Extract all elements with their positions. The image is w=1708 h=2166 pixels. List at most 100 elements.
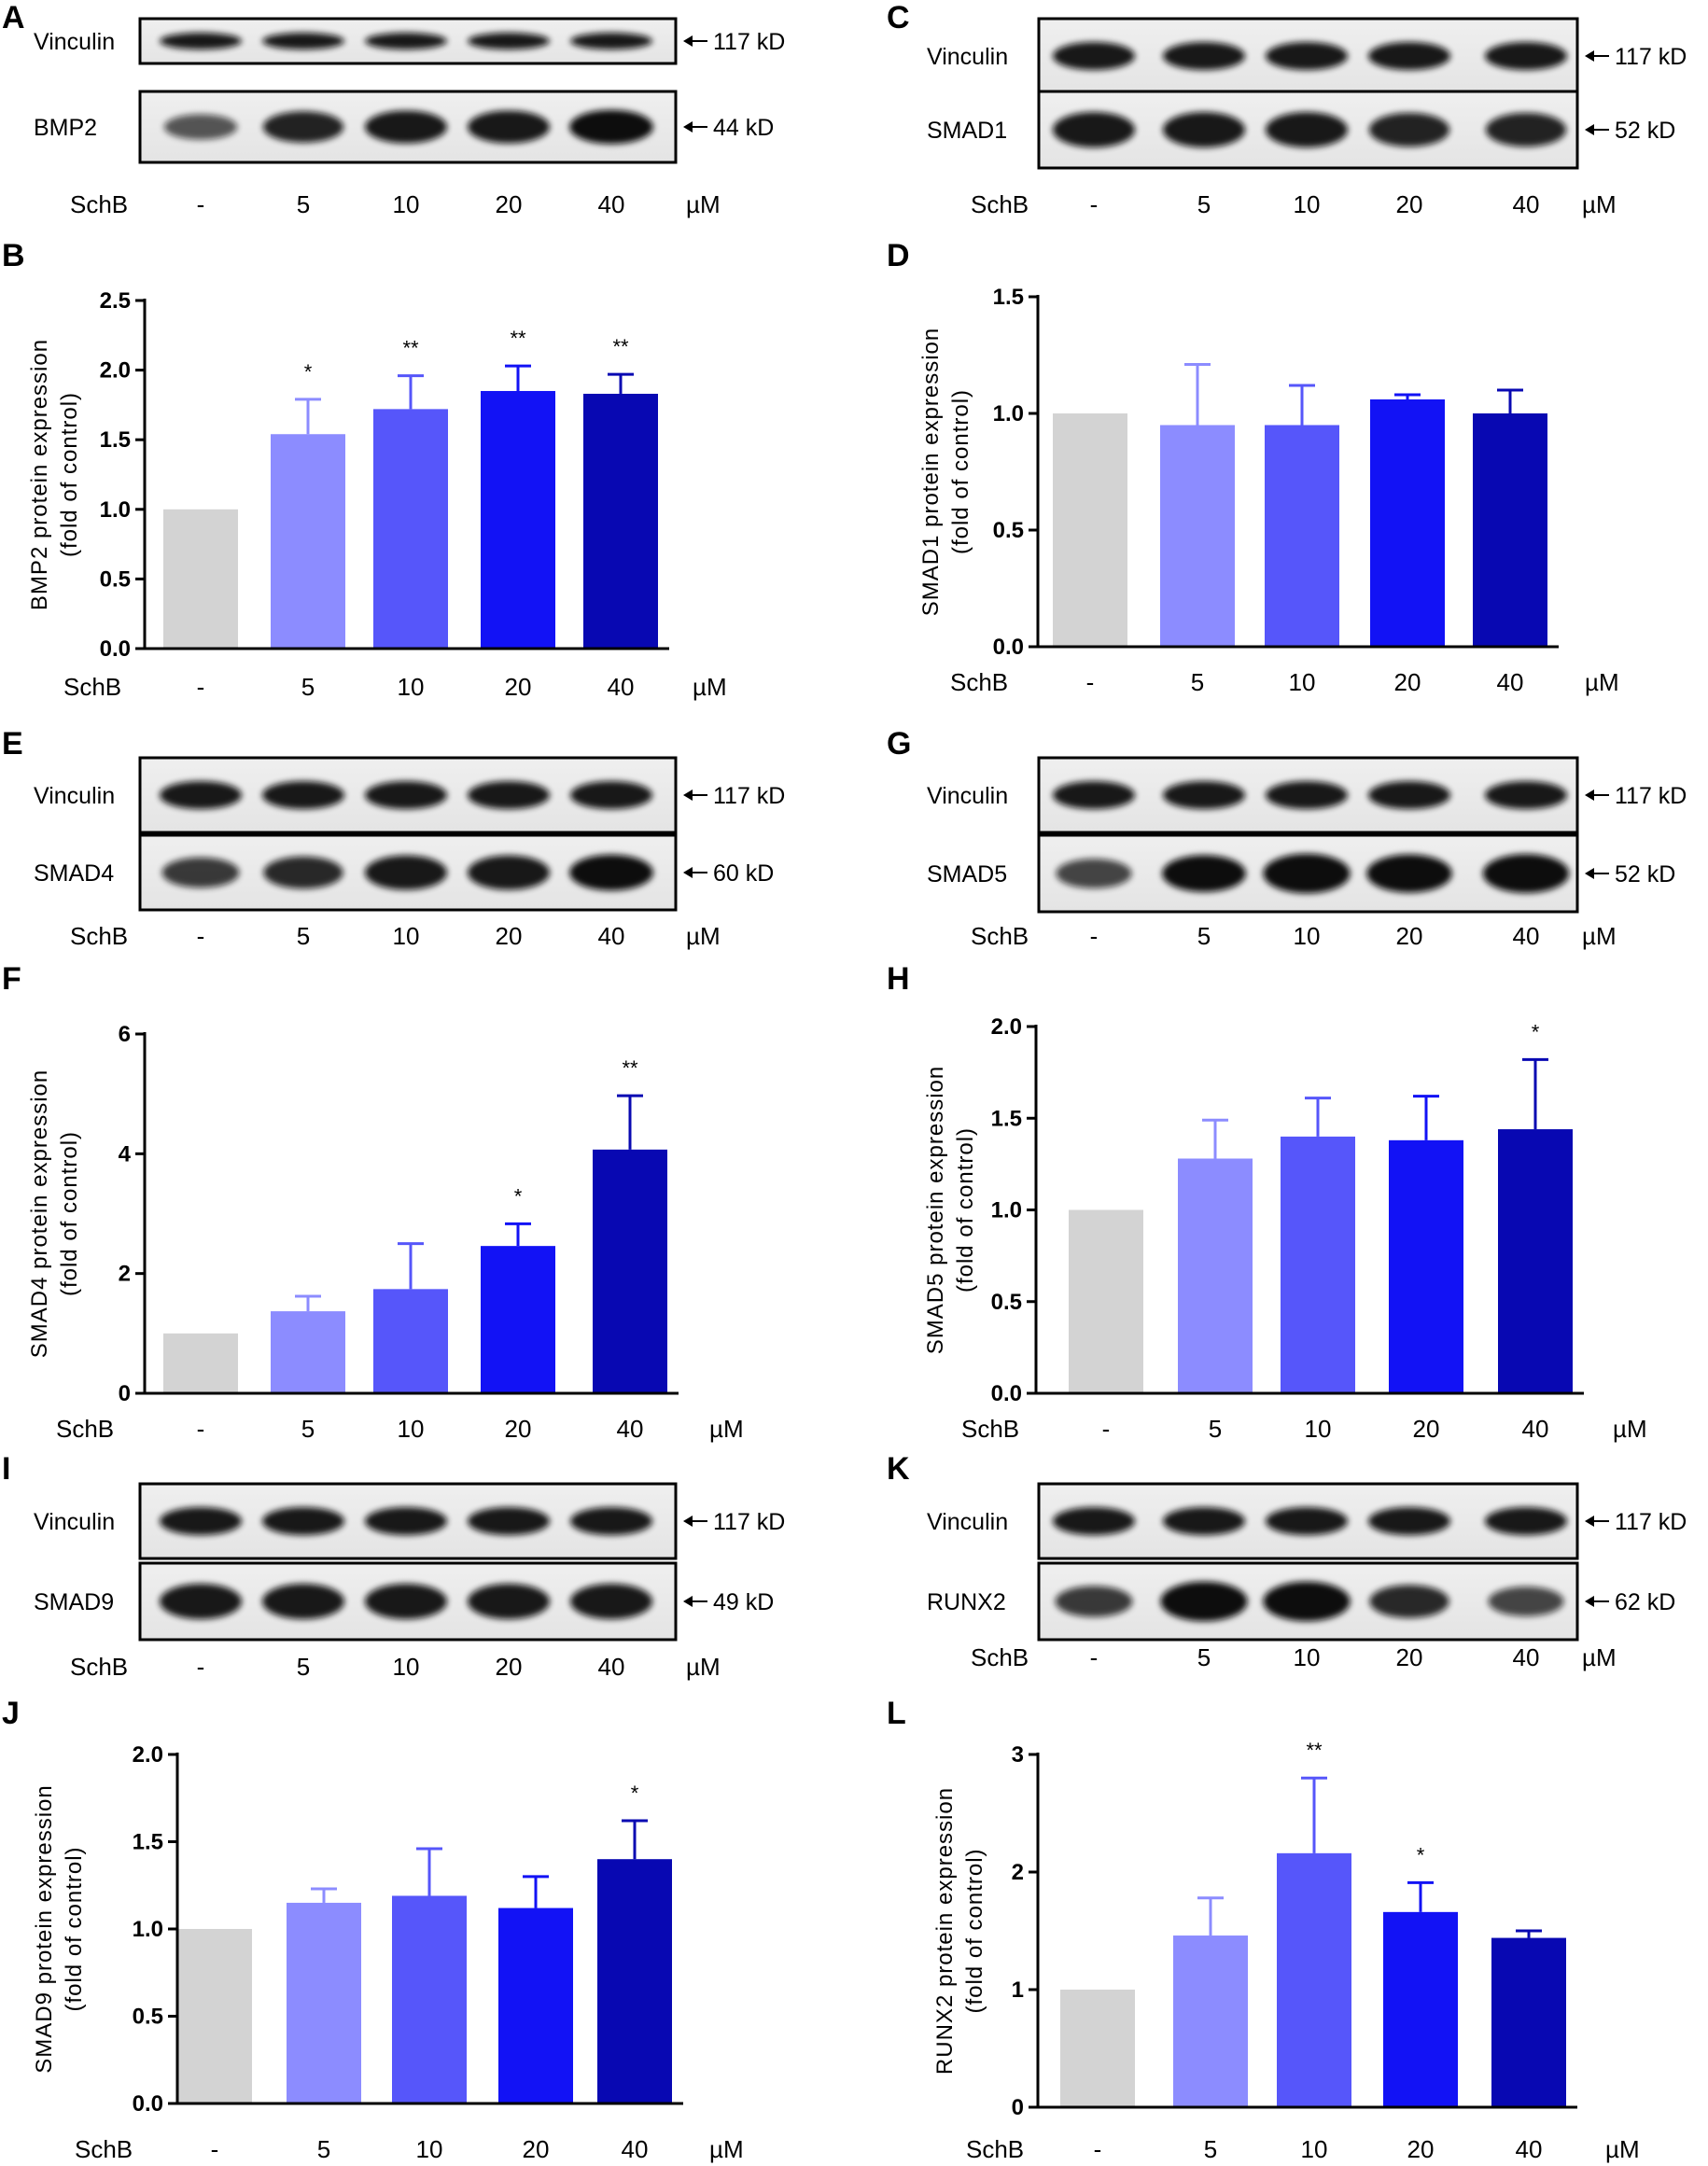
lane-label: - [197, 922, 205, 950]
bars: * [1069, 1020, 1573, 1393]
protein-band [1485, 112, 1567, 147]
schb-label: SchB [950, 668, 1008, 696]
y-tick-label: 0.5 [991, 1290, 1022, 1315]
protein-band [569, 109, 653, 145]
blot-panel-k: K Vinculin 117 kD RUNX2 62 kD SchB - 5 10 20 40 µM [887, 1451, 1687, 1671]
lane-labels: SchB - 5 10 20 40 µM [971, 1643, 1617, 1671]
protein-band [1488, 1586, 1564, 1616]
schb-label: SchB [70, 1653, 128, 1681]
y-axis-label: RUNX2 protein expression [932, 1787, 958, 2075]
y-tick-label: 1.5 [100, 427, 131, 453]
y-tick-label: 2.5 [100, 288, 131, 314]
category-label: 5 [1204, 2135, 1217, 2163]
x-axis-labels: SchB - 5 10 20 40 µM [950, 668, 1619, 696]
molecular-weight-label: 117 kD [1615, 783, 1687, 809]
panel-letter: H [887, 961, 910, 997]
significance-marker: * [304, 360, 313, 384]
panel-letter: F [2, 961, 21, 997]
y-tick-label: 2 [1012, 1860, 1024, 1885]
protein-band [570, 781, 652, 809]
arrowhead-icon [1585, 1516, 1594, 1527]
category-label: 20 [505, 1415, 532, 1443]
protein-label: RUNX2 [927, 1589, 1006, 1615]
protein-band [1266, 112, 1348, 147]
protein-band [1263, 853, 1351, 894]
y-axis: 0.0 0.5 1.0 1.5 2.0 [991, 1014, 1584, 1406]
bar [1265, 425, 1339, 647]
y-tick-label: 0 [1012, 2095, 1024, 2120]
y-axis: 0 2 4 6 [119, 1022, 679, 1406]
bars: *** [1060, 1739, 1566, 2107]
protein-label: Vinculin [927, 783, 1008, 809]
unit-label: µM [709, 2135, 744, 2163]
category-label: 20 [1394, 668, 1421, 696]
protein-band [468, 33, 550, 49]
bar [373, 1289, 448, 1393]
bars: *** [163, 1056, 667, 1393]
blot-panel-c: C Vinculin 117 kD SMAD1 52 kD SchB - 5 10 20 40 µM [887, 0, 1687, 218]
y-tick-label: 0.5 [993, 518, 1024, 543]
protein-band [365, 1507, 447, 1535]
schb-label: SchB [971, 1643, 1029, 1671]
category-label: 5 [301, 673, 315, 701]
bar [1069, 1209, 1143, 1393]
arrowhead-icon [1585, 50, 1594, 62]
protein-band [1053, 781, 1135, 809]
protein-band [262, 781, 344, 809]
y-tick-label: 1.5 [133, 1830, 163, 1855]
schb-label: SchB [56, 1415, 114, 1443]
protein-band [1163, 112, 1245, 147]
y-tick-label: 1.0 [133, 1917, 163, 1942]
lane-label: 40 [1513, 1643, 1540, 1671]
x-axis-labels: SchB - 5 10 20 40 µM [63, 673, 727, 701]
category-label: 20 [505, 673, 532, 701]
lane-label: 10 [393, 922, 420, 950]
significance-marker: * [514, 1184, 523, 1208]
protein-label: Vinculin [927, 1509, 1008, 1535]
protein-label: Vinculin [34, 29, 115, 55]
unit-label: µM [1605, 2135, 1640, 2163]
protein-band [1263, 1581, 1351, 1622]
y-axis: 0.0 0.5 1.0 1.5 [993, 285, 1559, 660]
arrowhead-icon [683, 1596, 693, 1607]
category-label: - [197, 1415, 205, 1443]
molecular-weight-label: 117 kD [713, 783, 785, 809]
protein-band [163, 114, 238, 140]
bars: * [177, 1782, 672, 2103]
lane-label: 10 [1294, 1643, 1321, 1671]
bars: *** ** ** [163, 327, 658, 649]
y-axis-label: BMP2 protein expression [27, 339, 52, 610]
category-label: 40 [1516, 2135, 1543, 2163]
bar [1053, 413, 1127, 647]
y-axis-label: SMAD1 protein expression [918, 328, 944, 616]
bar [392, 1895, 467, 2103]
unit-label: µM [686, 922, 721, 950]
significance-marker: ** [510, 327, 526, 350]
lane-label: - [1090, 922, 1099, 950]
y-tick-label: 1.0 [100, 497, 131, 523]
significance-marker: ** [622, 1056, 638, 1080]
lane-label: 10 [1294, 190, 1321, 218]
lane-label: 40 [1513, 190, 1540, 218]
bar [1160, 425, 1235, 647]
unit-label: µM [1613, 1415, 1647, 1443]
x-axis-labels: SchB - 5 10 20 40 µM [966, 2135, 1640, 2163]
bar [1491, 1937, 1566, 2107]
category-label: 10 [1301, 2135, 1328, 2163]
protein-band [1368, 42, 1450, 70]
category-label: 5 [317, 2135, 330, 2163]
protein-band [263, 856, 343, 889]
bar [1060, 1990, 1135, 2107]
arrowhead-icon [1585, 1596, 1594, 1607]
molecular-weight-label: 52 kD [1615, 118, 1675, 144]
chart-panel-h: H * 0.0 0.5 1.0 1.5 2.0 SMAD5 protein expressio… [887, 961, 1647, 1443]
protein-band [1368, 112, 1450, 147]
lane-label: 5 [297, 1653, 310, 1681]
y-axis-label: SMAD4 protein expression [27, 1069, 52, 1358]
lane-label: 20 [496, 1653, 523, 1681]
blot-row-smad5: SMAD5 52 kD [927, 833, 1675, 914]
category-label: 10 [1289, 668, 1316, 696]
significance-marker: ** [612, 335, 629, 358]
